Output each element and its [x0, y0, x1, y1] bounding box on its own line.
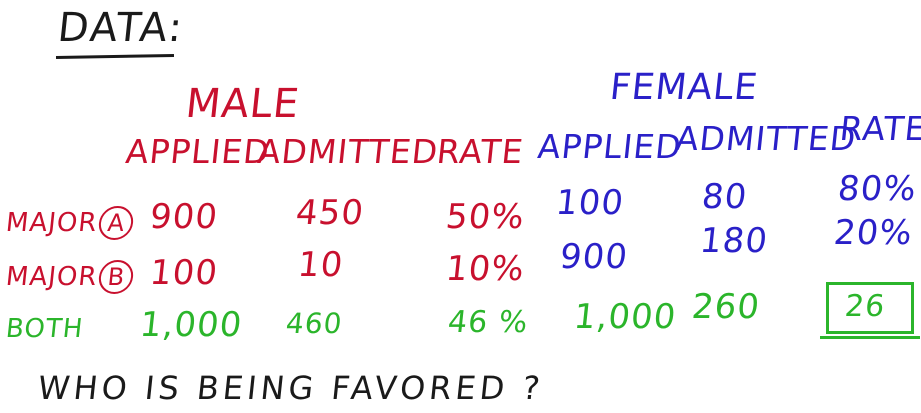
female-applied-both: 1,000 — [571, 297, 679, 337]
female-rate-both: 26 — [843, 289, 888, 324]
row-letter-circle: B — [97, 260, 136, 294]
female-rate-major-a: 80% — [835, 169, 919, 209]
male-applied-header: APPLIED — [123, 132, 272, 171]
row-label-major-b: MAJOR B — [4, 260, 136, 294]
data-heading-colon: : — [165, 5, 187, 51]
male-rate-major-a: 50% — [443, 197, 527, 237]
male-rate-header: RATE — [434, 132, 526, 171]
female-applied-major-b: 900 — [557, 237, 631, 277]
female-rate-header: RATE — [837, 109, 921, 148]
male-applied-major-a: 900 — [147, 197, 221, 237]
question-text: WHO IS BEING FAVORED ? — [36, 369, 546, 407]
row-label-major-a: MAJOR A — [4, 206, 136, 240]
male-admitted-header: ADMITTED — [255, 132, 441, 171]
female-group-title: FEMALE — [607, 67, 761, 108]
male-applied-both: 1,000 — [137, 305, 245, 345]
female-applied-header: APPLIED — [535, 127, 684, 166]
male-admitted-major-a: 450 — [293, 193, 367, 233]
male-rate-major-b: 10% — [443, 249, 527, 289]
female-admitted-header: ADMITTED — [673, 119, 859, 158]
data-heading-text: DATA — [55, 5, 171, 51]
female-admitted-major-b: 180 — [697, 221, 771, 261]
female-rate-both-box — [826, 282, 914, 334]
male-applied-major-b: 100 — [147, 253, 221, 293]
male-admitted-both: 460 — [284, 307, 345, 340]
male-rate-both: 46 % — [446, 305, 531, 340]
row-label-text: MAJOR — [4, 262, 99, 292]
female-admitted-major-a: 80 — [699, 177, 750, 217]
row-label-both: BOTH — [4, 314, 85, 344]
female-admitted-both: 260 — [689, 287, 763, 327]
male-admitted-major-b: 10 — [295, 245, 346, 285]
female-applied-major-a: 100 — [553, 183, 627, 223]
female-rate-major-b: 20% — [831, 213, 915, 253]
row-letter-circle: A — [97, 206, 136, 240]
data-heading: DATA: — [55, 5, 187, 51]
row-label-text: MAJOR — [4, 208, 99, 238]
data-heading-underline — [55, 53, 175, 60]
male-group-title: MALE — [183, 81, 302, 127]
female-rate-box-underline — [820, 336, 920, 339]
